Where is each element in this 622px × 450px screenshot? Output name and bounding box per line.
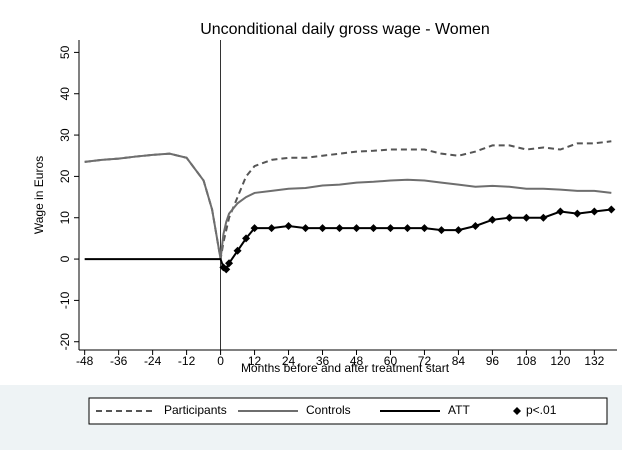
marker [573, 209, 582, 218]
marker [352, 224, 361, 233]
y-tick-label: -10 [58, 291, 72, 309]
marker [369, 224, 378, 233]
y-tick-label: 30 [58, 128, 72, 142]
legend-marker [513, 407, 521, 415]
legend-label: Controls [306, 403, 351, 417]
y-axis-label: Wage in Euros [32, 156, 46, 234]
marker [590, 207, 599, 216]
marker [301, 224, 310, 233]
y-tick-label: 40 [58, 87, 72, 101]
x-tick-label: 0 [217, 354, 224, 368]
x-tick-label: 120 [550, 354, 570, 368]
marker [556, 207, 565, 216]
y-tick-label: -20 [58, 333, 72, 351]
y-tick-label: 0 [58, 255, 72, 262]
marker [471, 222, 480, 230]
x-tick-label: 72 [418, 354, 432, 368]
marker [225, 259, 234, 268]
x-tick-label: 108 [516, 354, 536, 368]
marker [403, 224, 412, 233]
x-axis-label: Months before and after treatment start [241, 361, 450, 375]
marker [505, 213, 514, 222]
x-tick-label: 12 [248, 354, 262, 368]
marker [522, 213, 531, 222]
x-tick-label: 48 [350, 354, 364, 368]
legend-label: ATT [448, 403, 470, 417]
marker [386, 224, 395, 233]
chart-title: Unconditional daily gross wage - Women [200, 21, 490, 38]
marker [267, 224, 276, 233]
marker [454, 226, 463, 235]
marker [318, 224, 327, 233]
marker [222, 265, 231, 274]
marker [242, 234, 251, 243]
marker [539, 213, 548, 222]
y-tick-label: 20 [58, 169, 72, 183]
plot-area [79, 40, 617, 350]
x-tick-label: -36 [110, 354, 128, 368]
x-tick-label: -24 [144, 354, 162, 368]
marker [250, 224, 259, 233]
y-tick-label: 50 [58, 45, 72, 59]
x-tick-label: -12 [178, 354, 196, 368]
series-line [84, 152, 612, 260]
marker [420, 224, 429, 233]
x-tick-label: 24 [282, 354, 296, 368]
marker [488, 215, 497, 224]
legend-label: Participants [164, 403, 227, 417]
x-tick-label: 84 [452, 354, 466, 368]
legend-label: p<.01 [526, 403, 557, 417]
marker [437, 226, 446, 235]
x-tick-label: -48 [76, 354, 94, 368]
marker [284, 222, 293, 230]
marker [607, 205, 616, 214]
x-tick-label: 96 [486, 354, 500, 368]
x-tick-label: 132 [584, 354, 604, 368]
marker [335, 224, 344, 233]
y-tick-label: 10 [58, 211, 72, 225]
x-tick-label: 36 [316, 354, 330, 368]
marker [233, 246, 242, 255]
x-tick-label: 60 [384, 354, 398, 368]
